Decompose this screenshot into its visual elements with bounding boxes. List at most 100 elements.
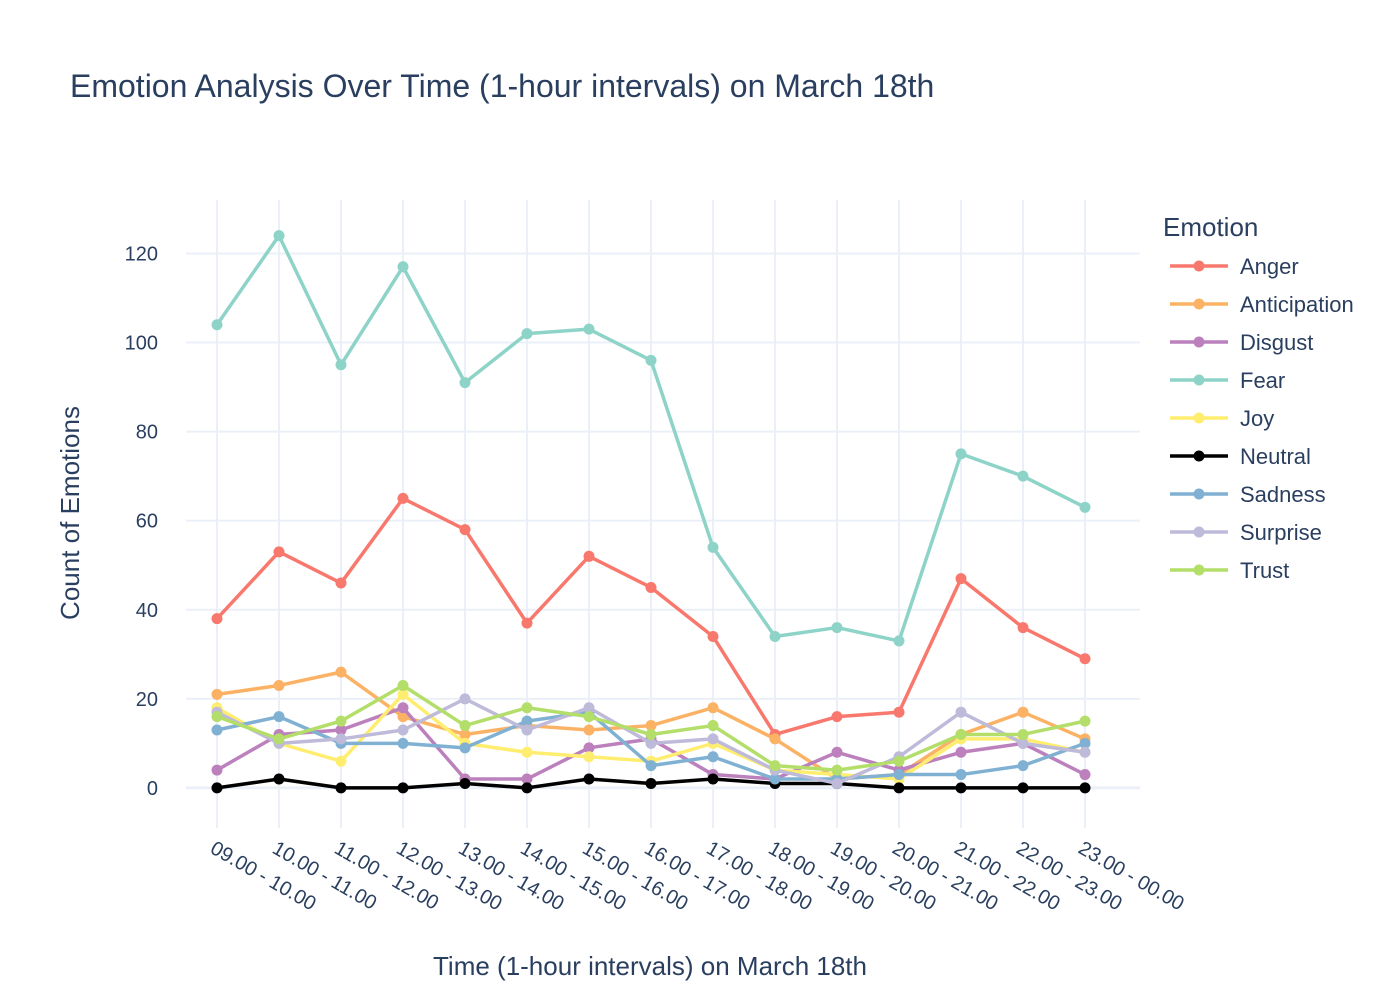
- data-point[interactable]: [459, 524, 471, 536]
- data-point[interactable]: [1017, 737, 1029, 749]
- data-point[interactable]: [769, 733, 781, 745]
- data-point[interactable]: [335, 577, 347, 589]
- data-point[interactable]: [211, 613, 223, 625]
- legend-item-surprise[interactable]: Surprise: [1170, 520, 1322, 545]
- data-point[interactable]: [273, 679, 285, 691]
- data-point[interactable]: [583, 773, 595, 785]
- data-point[interactable]: [1017, 760, 1029, 772]
- data-point[interactable]: [211, 764, 223, 776]
- data-point[interactable]: [893, 782, 905, 794]
- data-point[interactable]: [397, 737, 409, 749]
- data-point[interactable]: [211, 711, 223, 723]
- data-point[interactable]: [645, 760, 657, 772]
- data-point[interactable]: [1079, 653, 1091, 665]
- data-point[interactable]: [893, 769, 905, 781]
- legend-item-anger[interactable]: Anger: [1170, 254, 1299, 279]
- data-point[interactable]: [273, 711, 285, 723]
- data-point[interactable]: [397, 724, 409, 736]
- legend-item-sadness[interactable]: Sadness: [1170, 482, 1326, 507]
- data-point[interactable]: [335, 359, 347, 371]
- data-point[interactable]: [955, 728, 967, 740]
- data-point[interactable]: [831, 777, 843, 789]
- data-point[interactable]: [645, 720, 657, 732]
- data-point[interactable]: [397, 711, 409, 723]
- data-point[interactable]: [521, 746, 533, 758]
- data-point[interactable]: [211, 782, 223, 794]
- data-point[interactable]: [955, 769, 967, 781]
- data-point[interactable]: [397, 782, 409, 794]
- data-point[interactable]: [397, 679, 409, 691]
- data-point[interactable]: [1017, 706, 1029, 718]
- data-point[interactable]: [335, 733, 347, 745]
- data-point[interactable]: [831, 764, 843, 776]
- data-point[interactable]: [521, 328, 533, 340]
- data-point[interactable]: [707, 773, 719, 785]
- data-point[interactable]: [955, 448, 967, 460]
- data-point[interactable]: [273, 733, 285, 745]
- legend-item-disgust[interactable]: Disgust: [1170, 330, 1313, 355]
- data-point[interactable]: [397, 702, 409, 714]
- data-point[interactable]: [211, 319, 223, 331]
- data-point[interactable]: [583, 751, 595, 763]
- data-point[interactable]: [1017, 622, 1029, 634]
- data-point[interactable]: [459, 742, 471, 754]
- data-point[interactable]: [211, 724, 223, 736]
- legend-item-anticipation[interactable]: Anticipation: [1170, 292, 1354, 317]
- data-point[interactable]: [397, 688, 409, 700]
- data-point[interactable]: [335, 666, 347, 678]
- data-point[interactable]: [893, 755, 905, 767]
- data-point[interactable]: [583, 711, 595, 723]
- data-point[interactable]: [1079, 746, 1091, 758]
- data-point[interactable]: [769, 630, 781, 642]
- data-point[interactable]: [645, 737, 657, 749]
- data-point[interactable]: [1017, 470, 1029, 482]
- data-point[interactable]: [707, 541, 719, 553]
- data-point[interactable]: [955, 706, 967, 718]
- data-point[interactable]: [521, 782, 533, 794]
- data-point[interactable]: [335, 724, 347, 736]
- data-point[interactable]: [521, 617, 533, 629]
- data-point[interactable]: [521, 724, 533, 736]
- data-point[interactable]: [1079, 782, 1091, 794]
- legend-item-trust[interactable]: Trust: [1170, 558, 1289, 583]
- data-point[interactable]: [707, 720, 719, 732]
- data-point[interactable]: [1079, 501, 1091, 513]
- data-point[interactable]: [955, 782, 967, 794]
- data-point[interactable]: [335, 715, 347, 727]
- legend-item-joy[interactable]: Joy: [1170, 406, 1274, 431]
- data-point[interactable]: [397, 492, 409, 504]
- data-point[interactable]: [397, 261, 409, 273]
- data-point[interactable]: [1079, 715, 1091, 727]
- data-point[interactable]: [521, 773, 533, 785]
- data-point[interactable]: [769, 773, 781, 785]
- data-point[interactable]: [645, 581, 657, 593]
- legend-item-neutral[interactable]: Neutral: [1170, 444, 1311, 469]
- data-point[interactable]: [645, 777, 657, 789]
- data-point[interactable]: [273, 773, 285, 785]
- data-point[interactable]: [1079, 769, 1091, 781]
- data-point[interactable]: [521, 715, 533, 727]
- data-point[interactable]: [1079, 737, 1091, 749]
- data-point[interactable]: [707, 630, 719, 642]
- data-point[interactable]: [893, 706, 905, 718]
- data-point[interactable]: [707, 733, 719, 745]
- data-point[interactable]: [583, 550, 595, 562]
- data-point[interactable]: [273, 546, 285, 558]
- data-point[interactable]: [583, 323, 595, 335]
- data-point[interactable]: [707, 751, 719, 763]
- legend-item-fear[interactable]: Fear: [1170, 368, 1285, 393]
- data-point[interactable]: [1017, 728, 1029, 740]
- data-point[interactable]: [521, 702, 533, 714]
- data-point[interactable]: [459, 377, 471, 389]
- data-point[interactable]: [645, 728, 657, 740]
- data-point[interactable]: [273, 230, 285, 242]
- data-point[interactable]: [1017, 782, 1029, 794]
- data-point[interactable]: [831, 746, 843, 758]
- data-point[interactable]: [583, 742, 595, 754]
- data-point[interactable]: [831, 711, 843, 723]
- data-point[interactable]: [955, 573, 967, 585]
- data-point[interactable]: [955, 746, 967, 758]
- data-point[interactable]: [583, 724, 595, 736]
- data-point[interactable]: [211, 688, 223, 700]
- data-point[interactable]: [335, 782, 347, 794]
